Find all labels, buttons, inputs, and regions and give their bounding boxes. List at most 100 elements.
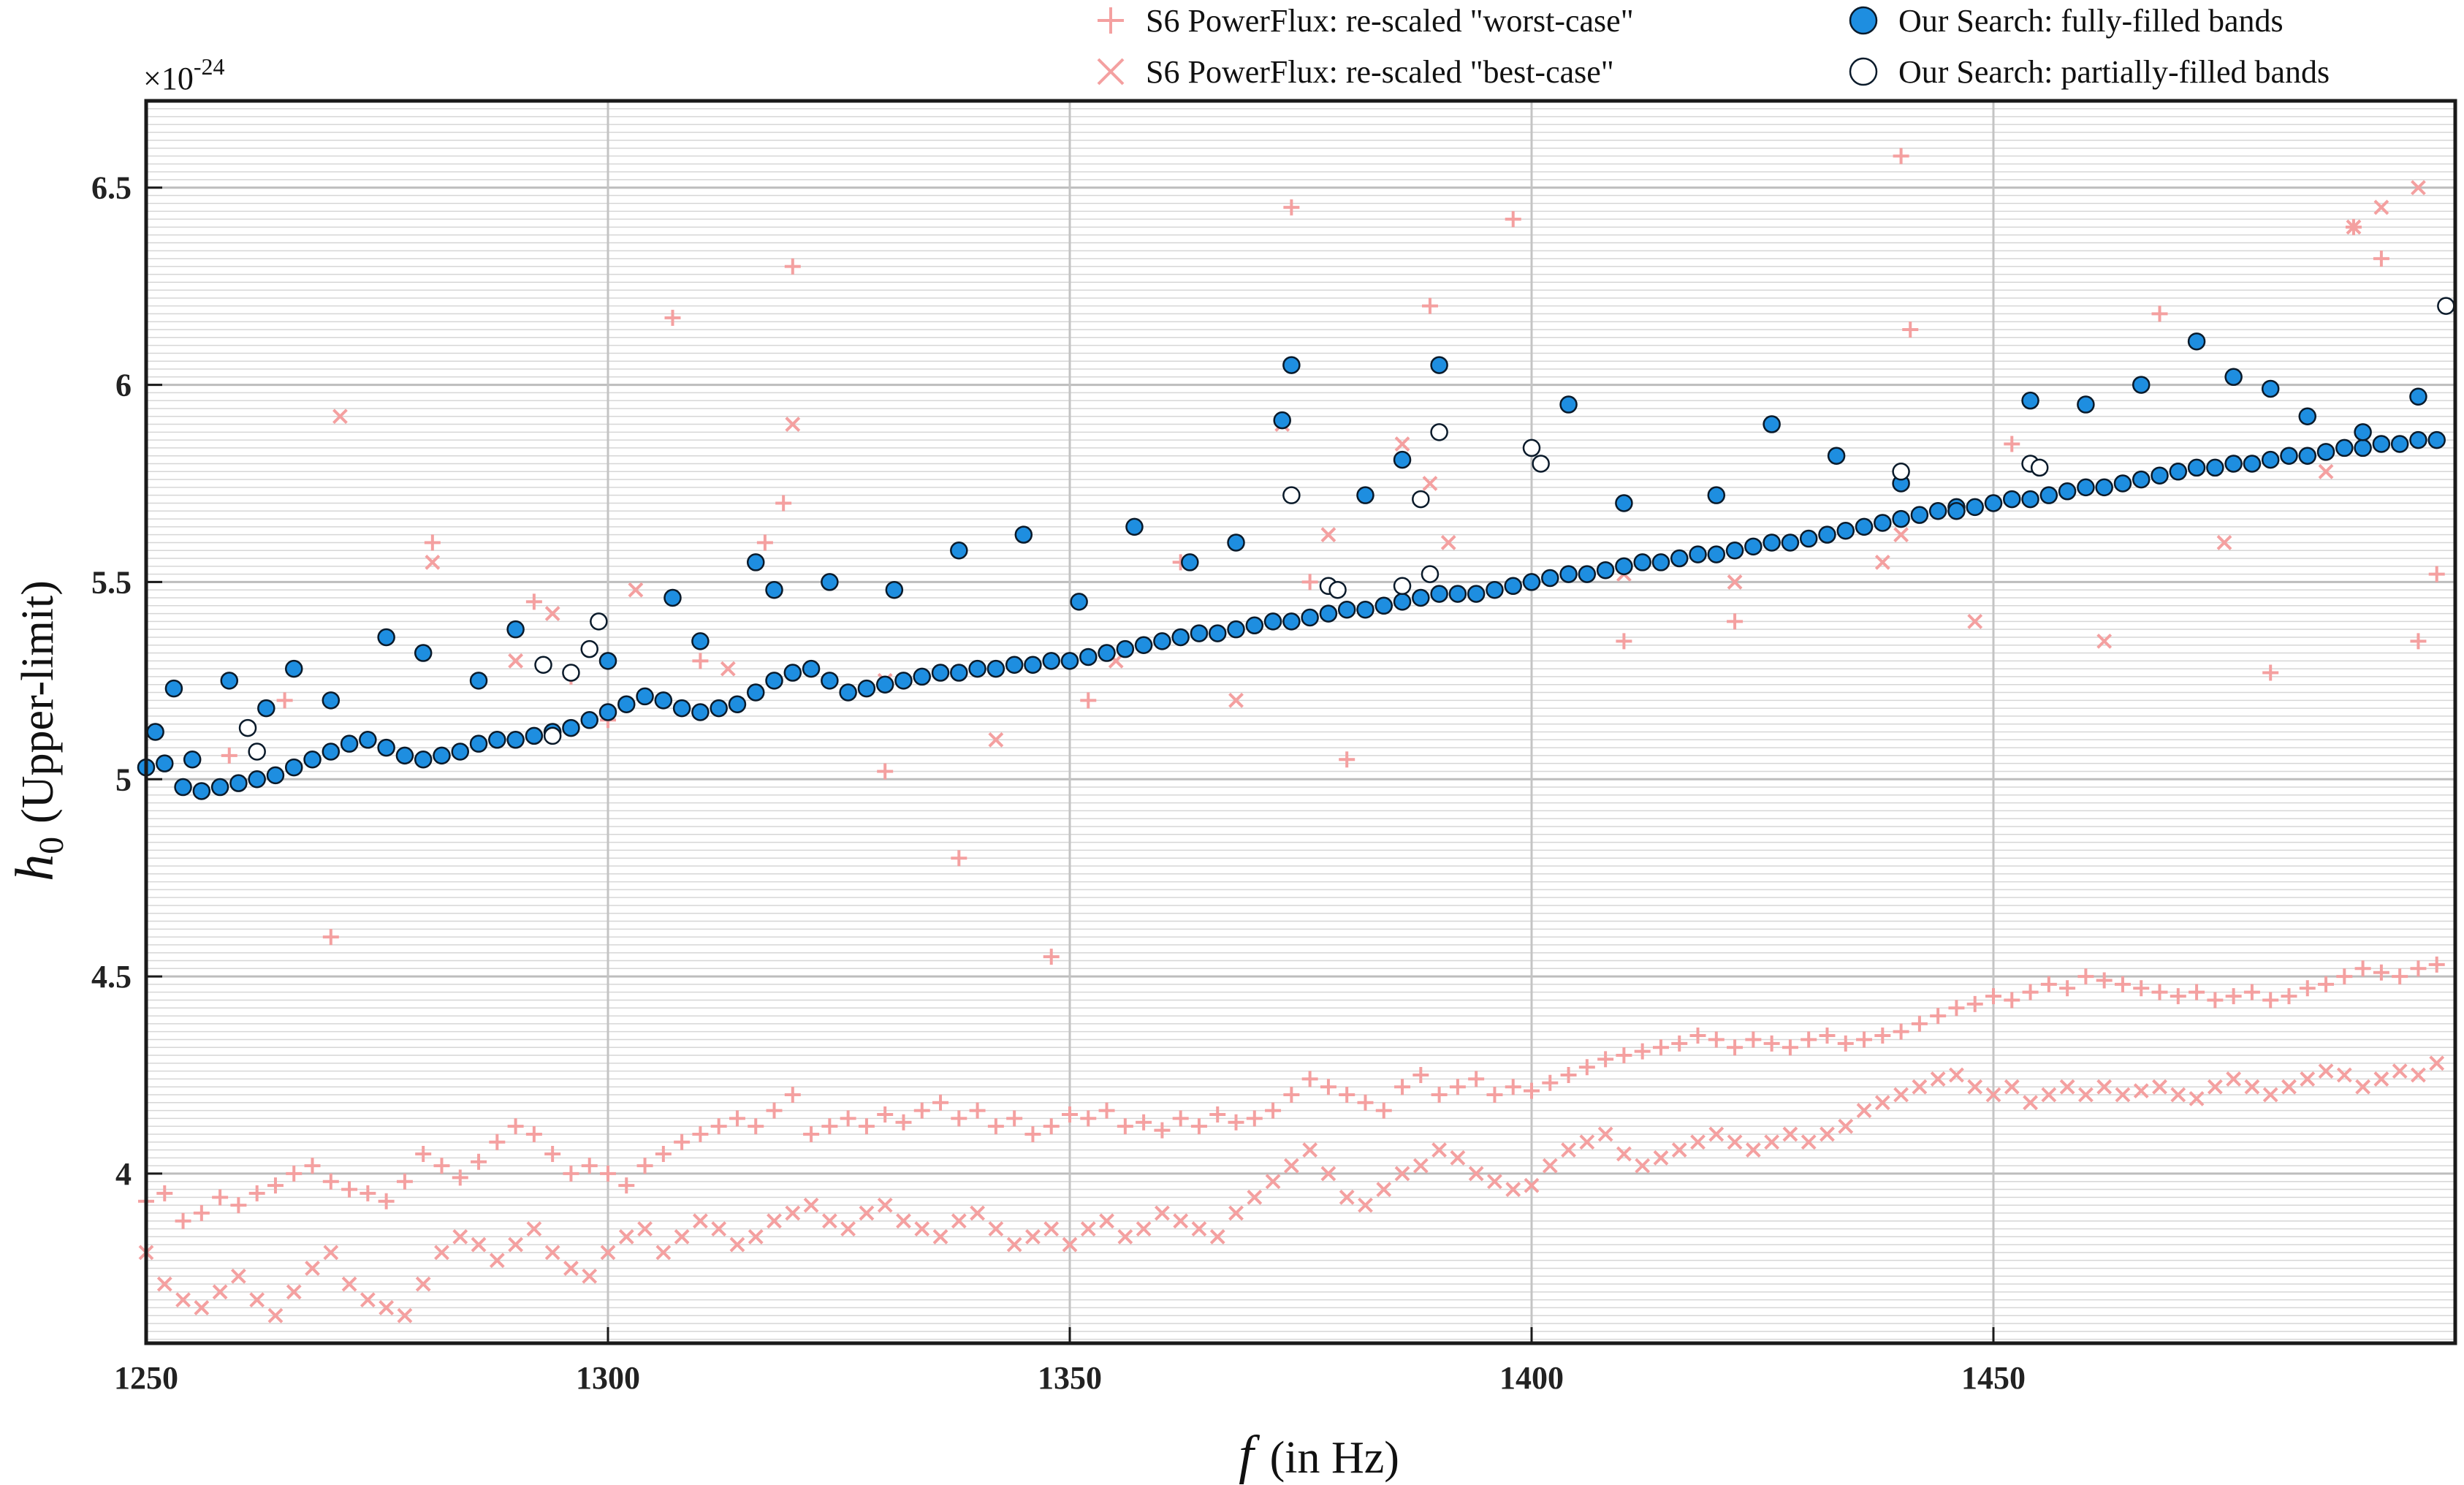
best-case-point xyxy=(2373,1071,2389,1087)
worst-case-point xyxy=(655,1145,672,1162)
worst-case-point xyxy=(2096,972,2113,989)
partially-filled-point xyxy=(543,726,562,745)
legend-item-partial: Our Search: partially-filled bands xyxy=(1849,54,2330,90)
fully-filled-point xyxy=(1651,553,1670,571)
series-best-case xyxy=(138,180,2445,1323)
best-case-point xyxy=(2059,1079,2075,1095)
worst-case-point xyxy=(230,1197,247,1214)
best-case-point xyxy=(1117,1228,1133,1245)
worst-case-point xyxy=(1505,210,1521,227)
best-case-point xyxy=(305,1261,320,1276)
worst-case-point xyxy=(1265,1102,1282,1119)
fully-filled-point xyxy=(663,588,682,607)
worst-case-point xyxy=(729,1110,745,1127)
worst-case-point xyxy=(618,1177,635,1194)
worst-case-point xyxy=(951,1110,967,1127)
fully-filled-point xyxy=(1744,537,1763,556)
fully-filled-point xyxy=(2335,438,2354,457)
fully-filled-point xyxy=(469,734,488,753)
fully-filled-point xyxy=(257,699,275,718)
worst-case-point xyxy=(1597,1051,1614,1068)
fully-filled-point xyxy=(2354,423,2372,441)
fully-filled-point xyxy=(433,746,451,765)
best-case-point xyxy=(637,1221,653,1237)
fully-filled-point xyxy=(2409,430,2427,449)
worst-case-point xyxy=(877,1106,894,1123)
x-axis-suffix: (in Hz) xyxy=(1270,1433,1399,1483)
best-case-point xyxy=(2373,200,2389,216)
fully-filled-point xyxy=(598,703,617,721)
fully-filled-point xyxy=(580,711,598,729)
best-case-point xyxy=(379,1300,395,1315)
best-case-point xyxy=(2096,633,2113,649)
best-case-point xyxy=(988,732,1004,748)
worst-case-point xyxy=(1357,1094,1374,1111)
fully-filled-point xyxy=(894,672,913,690)
worst-case-point xyxy=(1652,1039,1669,1056)
worst-case-point xyxy=(969,1102,986,1119)
fully-filled-point xyxy=(1412,588,1430,607)
best-case-point xyxy=(2318,1063,2334,1079)
fully-filled-point xyxy=(913,667,932,686)
worst-case-point xyxy=(2299,980,2316,997)
best-case-point xyxy=(1320,527,1336,543)
best-case-point xyxy=(1635,1158,1651,1174)
best-case-point xyxy=(2244,1079,2260,1095)
best-case-point xyxy=(1727,574,1743,590)
best-case-point xyxy=(692,1213,708,1229)
best-case-point xyxy=(360,1292,376,1308)
best-case-point xyxy=(821,1213,837,1229)
worst-case-point xyxy=(2022,984,2039,1000)
worst-case-point xyxy=(286,1165,303,1182)
worst-case-point xyxy=(636,1158,653,1174)
fully-filled-point xyxy=(1892,509,1910,528)
partially-filled-point xyxy=(1328,580,1347,599)
worst-case-point xyxy=(156,1185,173,1201)
fully-filled-point xyxy=(1707,545,1726,563)
fully-filled-point xyxy=(2298,447,2317,465)
fully-filled-point xyxy=(506,731,525,749)
best-case-point xyxy=(2096,1079,2113,1095)
fully-filled-point xyxy=(2151,466,2169,485)
fully-filled-point xyxy=(1707,486,1726,504)
partially-filled-point xyxy=(1282,486,1301,504)
partially-filled-point xyxy=(1430,423,1448,441)
worst-case-point xyxy=(2428,956,2445,973)
series-partially-filled xyxy=(238,297,2455,761)
fully-filled-point xyxy=(728,695,747,713)
worst-case-point xyxy=(1966,995,1983,1012)
fully-filled-point xyxy=(821,573,839,591)
partially-filled-point xyxy=(590,612,608,631)
partially-filled-point xyxy=(2437,297,2455,315)
worst-case-point xyxy=(1837,1035,1854,1052)
fully-filled-point xyxy=(1042,652,1060,670)
worst-case-point xyxy=(2151,305,2168,322)
worst-case-point xyxy=(1024,1125,1041,1142)
best-case-point xyxy=(286,1284,302,1300)
worst-case-point xyxy=(877,763,894,780)
fully-filled-point xyxy=(1282,612,1301,631)
best-case-point xyxy=(489,1253,505,1269)
fully-filled-point xyxy=(1263,612,1282,631)
worst-case-point xyxy=(2151,984,2168,1000)
best-case-point xyxy=(1967,1079,1983,1095)
worst-case-point xyxy=(2410,960,2427,977)
fully-filled-point xyxy=(1356,600,1374,619)
worst-case-point xyxy=(932,1094,949,1111)
best-case-point xyxy=(1283,1158,1299,1174)
legend-label: Our Search: partially-filled bands xyxy=(1898,54,2330,90)
worst-case-point xyxy=(1172,1110,1189,1127)
best-case-point xyxy=(2077,1087,2094,1103)
fully-filled-point xyxy=(303,751,322,769)
best-case-point xyxy=(1440,535,1456,550)
best-case-point xyxy=(970,1205,986,1221)
best-case-point xyxy=(720,661,736,677)
best-case-point xyxy=(1136,1221,1152,1237)
fully-filled-point xyxy=(210,778,229,797)
worst-case-point xyxy=(2114,976,2131,992)
fully-filled-point xyxy=(525,726,544,745)
fully-filled-point xyxy=(1430,585,1448,603)
fully-filled-point xyxy=(1273,411,1291,430)
fully-filled-point xyxy=(192,782,211,800)
